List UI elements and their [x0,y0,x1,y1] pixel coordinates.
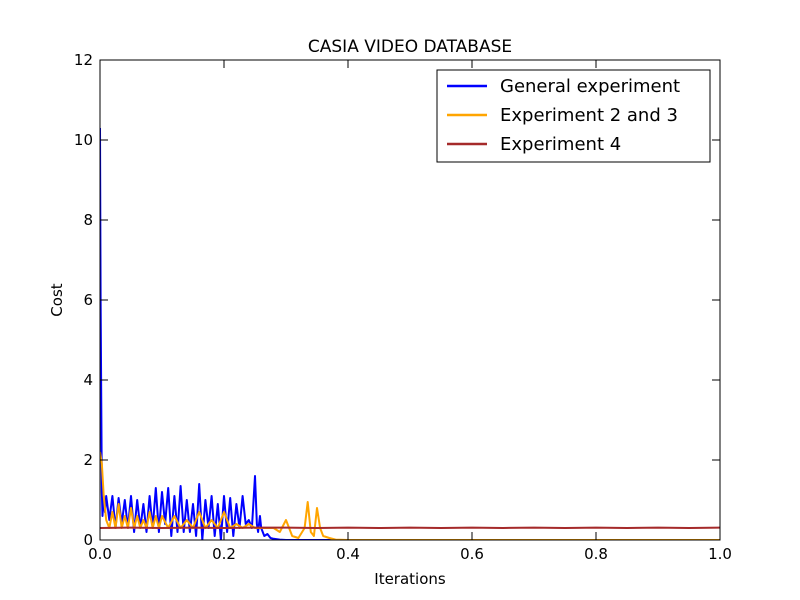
x-axis-label: Iterations [374,570,446,588]
y-tick-label: 6 [83,291,93,309]
legend-label-3: Experiment 4 [500,134,621,155]
x-tick-label: 0.4 [336,545,360,563]
legend-label-2: Experiment 2 and 3 [500,105,678,126]
y-axis-label: Cost [48,283,66,316]
y-tick-label: 4 [83,371,93,389]
y-tick-label: 10 [74,131,93,149]
x-tick-label: 0.6 [460,545,484,563]
chart-title: CASIA VIDEO DATABASE [308,37,512,57]
y-tick-label: 12 [74,51,93,69]
y-tick-label: 2 [83,451,93,469]
y-axis-ticks: 0 2 4 6 8 10 12 [74,51,720,549]
x-axis-ticks: 0.0 0.2 0.4 0.6 0.8 1.0 [88,60,732,563]
x-tick-label: 1.0 [708,545,732,563]
series-layer [100,127,720,540]
x-tick-label: 0.0 [88,545,112,563]
series-line-2 [100,451,720,540]
legend-label-1: General experiment [500,76,680,97]
y-tick-label: 8 [83,211,93,229]
y-tick-label: 0 [83,531,93,549]
legend: General experiment Experiment 2 and 3 Expe… [436,69,711,163]
x-tick-label: 0.2 [212,545,236,563]
series-line-1 [100,127,720,540]
x-tick-label: 0.8 [584,545,608,563]
